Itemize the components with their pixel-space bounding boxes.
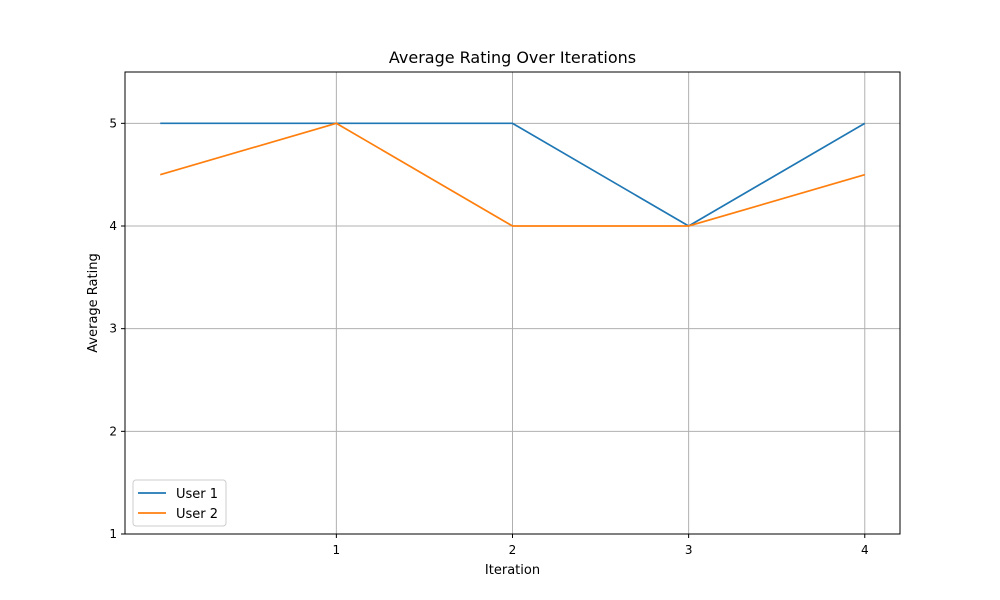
x-tick-label: 1 <box>333 543 341 557</box>
x-tick-label: 2 <box>509 543 517 557</box>
legend: User 1 User 2 <box>132 479 227 527</box>
y-tick-label: 4 <box>109 219 117 233</box>
y-tick-label: 1 <box>109 527 117 541</box>
legend-box <box>132 479 227 527</box>
chart-title: Average Rating Over Iterations <box>389 48 636 67</box>
legend-label-user-1: User 1 <box>176 487 218 502</box>
y-tick-label: 3 <box>109 322 117 336</box>
grid <box>125 72 900 535</box>
series-line-user-1 <box>160 122 866 227</box>
series-line-user-2 <box>159 122 866 227</box>
axis-ticks: 1 2 3 4 1 2 3 4 5 <box>109 116 868 557</box>
y-tick-label: 5 <box>109 116 117 130</box>
y-axis-label: Average Rating <box>86 253 101 352</box>
y-tick-label: 2 <box>109 424 117 438</box>
series-lines <box>159 122 866 227</box>
x-tick-label: 4 <box>861 543 869 557</box>
x-tick-label: 3 <box>685 543 693 557</box>
x-axis-label: Iteration <box>485 563 540 578</box>
legend-label-user-2: User 2 <box>176 507 218 522</box>
